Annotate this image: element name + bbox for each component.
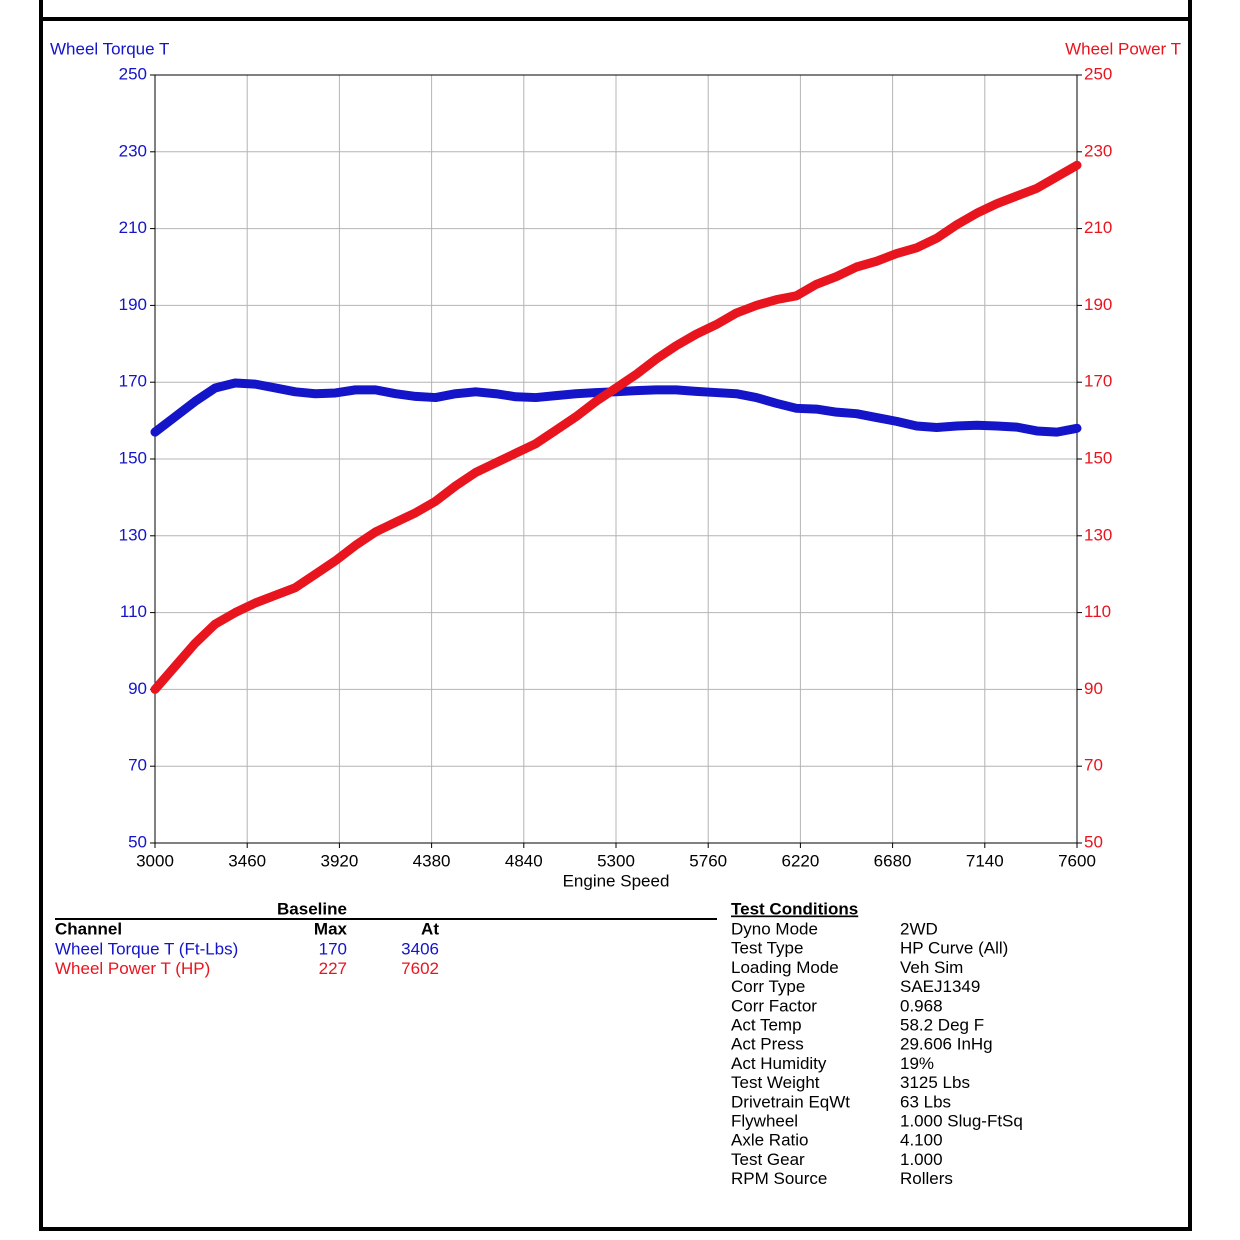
y2-tick-label: 50 — [1084, 832, 1103, 851]
condition-label: Test Type — [731, 939, 803, 958]
summary-header: At — [421, 919, 439, 938]
y-tick-label: 230 — [119, 141, 147, 160]
y2-tick-label: 230 — [1084, 141, 1112, 160]
y-tick-label: 190 — [119, 295, 147, 314]
condition-label: Act Press — [731, 1035, 804, 1054]
condition-label: Test Gear — [731, 1150, 805, 1169]
condition-value: 1.000 — [900, 1150, 943, 1169]
condition-label: Test Weight — [731, 1073, 820, 1092]
summary-cell: Wheel Torque T (Ft-Lbs) — [55, 939, 238, 958]
summary-cell: Wheel Power T (HP) — [55, 959, 210, 978]
y-tick-label: 250 — [119, 64, 147, 83]
x-tick-label: 7600 — [1058, 851, 1096, 870]
x-tick-label: 6680 — [874, 851, 912, 870]
condition-value: Veh Sim — [900, 958, 963, 977]
conditions-title: Test Conditions — [731, 899, 858, 918]
y2-tick-label: 150 — [1084, 448, 1112, 467]
summary-header: Channel — [55, 919, 122, 938]
condition-value: 2WD — [900, 919, 938, 938]
x-tick-label: 5300 — [597, 851, 635, 870]
condition-value: 58.2 Deg F — [900, 1015, 984, 1034]
x-tick-label: 3920 — [320, 851, 358, 870]
y-tick-label: 110 — [120, 602, 147, 621]
condition-value: 63 Lbs — [900, 1092, 951, 1111]
condition-value: 3125 Lbs — [900, 1073, 970, 1092]
condition-label: Corr Type — [731, 977, 805, 996]
summary-cell: 170 — [319, 939, 347, 958]
y2-tick-label: 250 — [1084, 64, 1112, 83]
summary-cell: 227 — [319, 959, 347, 978]
x-axis-title: Engine Speed — [563, 871, 670, 890]
condition-value: 19% — [900, 1054, 934, 1073]
y-tick-label: 50 — [128, 832, 147, 851]
condition-value: 4.100 — [900, 1131, 943, 1150]
condition-value: Rollers — [900, 1169, 953, 1188]
condition-label: Loading Mode — [731, 958, 839, 977]
condition-value: 0.968 — [900, 996, 943, 1015]
condition-label: Flywheel — [731, 1111, 798, 1130]
x-tick-label: 4380 — [413, 851, 451, 870]
y2-tick-label: 190 — [1084, 295, 1112, 314]
y-tick-label: 150 — [119, 448, 147, 467]
condition-value: 29.606 InHg — [900, 1035, 993, 1054]
condition-label: Drivetrain EqWt — [731, 1092, 850, 1111]
x-tick-label: 3460 — [228, 851, 266, 870]
condition-label: Corr Factor — [731, 996, 817, 1015]
summary-cell: 3406 — [401, 939, 439, 958]
y-tick-label: 70 — [128, 756, 147, 775]
y2-tick-label: 130 — [1084, 525, 1112, 544]
y2-tick-label: 210 — [1084, 218, 1112, 237]
summary-cell: 7602 — [401, 959, 439, 978]
condition-value: 1.000 Slug-FtSq — [900, 1111, 1023, 1130]
y2-tick-label: 70 — [1084, 756, 1103, 775]
y2-tick-label: 90 — [1084, 679, 1103, 698]
x-tick-label: 5760 — [689, 851, 727, 870]
y-tick-label: 210 — [119, 218, 147, 237]
line-series — [150, 160, 1082, 694]
y2-tick-label: 110 — [1084, 602, 1111, 621]
y-tick-label: 130 — [119, 525, 147, 544]
condition-label: RPM Source — [731, 1169, 827, 1188]
x-tick-label: 4840 — [505, 851, 543, 870]
x-tick-label: 6220 — [781, 851, 819, 870]
summary-title: Baseline — [277, 899, 347, 918]
x-tick-label: 7140 — [966, 851, 1004, 870]
condition-label: Dyno Mode — [731, 919, 818, 938]
condition-label: Act Temp — [731, 1015, 802, 1034]
summary-header: Max — [314, 919, 348, 938]
y2-tick-label: 170 — [1084, 372, 1112, 391]
y2-axis-title: Wheel Power T — [1065, 39, 1181, 58]
x-tick-label: 3000 — [136, 851, 174, 870]
condition-label: Act Humidity — [731, 1054, 827, 1073]
page-frame — [39, 0, 1192, 1231]
condition-label: Axle Ratio — [731, 1131, 808, 1150]
condition-value: HP Curve (All) — [900, 939, 1008, 958]
plot-frame — [154, 74, 1078, 844]
condition-value: SAEJ1349 — [900, 977, 980, 996]
y-tick-label: 90 — [128, 679, 147, 698]
y-axis-title: Wheel Torque T — [50, 39, 169, 58]
y-tick-label: 170 — [119, 372, 147, 391]
